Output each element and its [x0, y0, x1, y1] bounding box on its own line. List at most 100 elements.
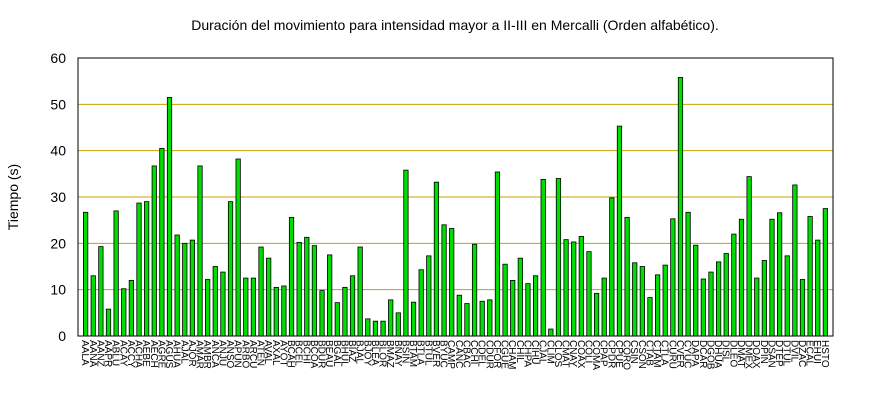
- x-tick-label: AJOR: [186, 340, 197, 367]
- x-tick-label: AECH: [148, 340, 159, 368]
- bar: [250, 277, 257, 337]
- x-tick-label: CCHI: [468, 340, 479, 364]
- bar: [105, 308, 112, 337]
- x-tick-label: CSIN: [628, 340, 639, 364]
- x-tick-label: CYUC: [682, 340, 693, 368]
- bar: [205, 279, 211, 337]
- bar: [479, 300, 485, 337]
- x-tick-label: CSON: [636, 340, 647, 369]
- x-tick-label: ECAL: [804, 340, 815, 367]
- x-tick-label: BJOY: [361, 340, 372, 366]
- bar: [288, 216, 295, 337]
- x-tick-label: DVIL: [788, 340, 799, 363]
- chart-title: Duración del movimiento para intensidad …: [191, 17, 719, 33]
- bar: [334, 302, 340, 337]
- y-axis-label: Tiempo (s): [5, 164, 21, 230]
- bar: [388, 299, 394, 337]
- bar: [624, 216, 630, 337]
- bar: [708, 271, 714, 337]
- bar: [784, 255, 790, 337]
- x-tick-label: BMAZ: [384, 340, 395, 368]
- bar: [456, 294, 462, 337]
- x-tick-label: BYUC: [438, 340, 449, 368]
- x-tick-label: ANJU: [216, 340, 227, 366]
- y-tick-label: 10: [50, 282, 66, 298]
- bar: [761, 260, 767, 337]
- bar: [571, 241, 577, 337]
- bar: [380, 320, 386, 337]
- bar: [754, 277, 760, 337]
- x-tick-label: CANC: [453, 340, 464, 368]
- bar: [502, 263, 508, 337]
- bar: [410, 301, 417, 337]
- x-tick-label: BNAY: [392, 340, 403, 367]
- bar: [426, 255, 432, 337]
- bar: [731, 233, 737, 337]
- bar: [654, 274, 661, 337]
- bar: [441, 224, 447, 337]
- bar: [220, 271, 226, 337]
- bar: [807, 216, 813, 337]
- bar: [471, 243, 478, 337]
- bar: [136, 202, 142, 337]
- x-tick-label: DOAX: [750, 340, 761, 369]
- x-tick-label: AXAL: [270, 340, 281, 366]
- bar: [563, 239, 569, 337]
- x-tick-label: DAPA: [689, 340, 700, 367]
- bar: [403, 169, 409, 337]
- x-tick-label: DLEO: [727, 340, 738, 367]
- y-tick-label: 40: [50, 143, 66, 159]
- bar: [418, 269, 424, 337]
- x-tick-label: AMBR: [201, 340, 212, 369]
- bar: [487, 299, 493, 337]
- x-tick-label: BEAU: [323, 340, 334, 367]
- x-tick-label: CVER: [674, 340, 685, 368]
- x-tick-label: BHUL: [338, 340, 349, 367]
- bar: [243, 277, 249, 337]
- y-tick-label: 50: [50, 96, 66, 112]
- x-tick-label: CTLA: [659, 340, 670, 366]
- bar: [182, 242, 188, 337]
- x-tick-label: BCOA: [308, 340, 319, 369]
- x-tick-label: BCEL: [293, 340, 304, 367]
- x-tick-label: BTLA: [415, 340, 426, 365]
- bar: [555, 178, 562, 337]
- x-tick-label: BCAH: [285, 340, 296, 368]
- x-tick-label: ARCU: [247, 340, 258, 368]
- bar: [349, 275, 356, 337]
- x-tick-label: CJAL: [537, 340, 548, 365]
- bar: [510, 279, 516, 337]
- x-tick-label: BLEA: [369, 340, 380, 366]
- x-tick-label: AMAR: [194, 340, 205, 369]
- bar: [540, 178, 546, 337]
- x-tick-label: CQRO: [621, 340, 632, 370]
- bar: [738, 218, 745, 337]
- x-tick-label: CPAP: [598, 340, 609, 367]
- x-tick-label: CURU: [666, 340, 677, 369]
- x-tick-label: CBAC: [460, 340, 471, 368]
- x-tick-label: CTAM: [651, 340, 662, 368]
- bar: [357, 246, 363, 337]
- y-tick-label: 30: [50, 189, 66, 205]
- bar: [777, 212, 783, 337]
- x-tick-label: CDUR: [483, 340, 494, 369]
- x-tick-label: APUN: [232, 340, 243, 368]
- x-tick-label: ANCA: [209, 340, 220, 368]
- x-tick-label: AALA: [79, 340, 90, 366]
- x-tick-label: BLOR: [377, 340, 388, 367]
- bar: [342, 286, 348, 337]
- bar: [197, 165, 203, 337]
- bar: [159, 147, 165, 337]
- bar: [372, 320, 379, 337]
- x-tick-label: BCHI: [300, 340, 311, 364]
- x-tick-label: BVER: [430, 340, 441, 367]
- bar: [281, 285, 287, 337]
- bar: [639, 266, 645, 337]
- x-tick-label: ACHA: [133, 340, 144, 368]
- x-tick-label: DGOB: [704, 340, 715, 370]
- bar: [578, 235, 584, 337]
- x-tick-label: AJAL: [178, 340, 189, 364]
- x-tick-label: ATEN: [255, 340, 266, 366]
- bar: [632, 262, 638, 337]
